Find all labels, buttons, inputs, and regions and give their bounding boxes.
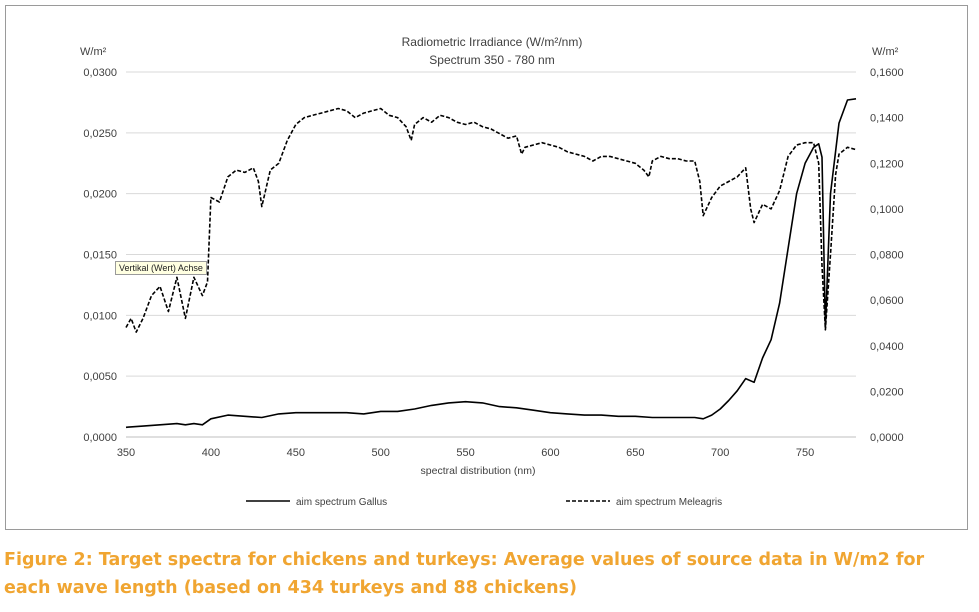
legend-label-meleagris: aim spectrum Meleagris [616, 497, 722, 508]
legend: aim spectrum Gallus aim spectrum Meleagr… [246, 497, 722, 508]
x-tick-label: 550 [456, 447, 474, 459]
x-tick-label: 750 [796, 447, 814, 459]
left-tick-label: 0,0050 [83, 371, 117, 383]
left-tick-label: 0,0100 [83, 310, 117, 322]
right-tick-label: 0,1600 [870, 67, 904, 79]
figure-caption: Figure 2: Target spectra for chickens an… [4, 550, 925, 598]
right-tick-label: 0,1000 [870, 204, 904, 216]
axis-tooltip: Vertikal (Wert) Achse [115, 261, 207, 275]
right-tick-label: 0,0000 [870, 432, 904, 444]
x-axis-label: spectral distribution (nm) [421, 465, 536, 477]
x-tick-label: 500 [371, 447, 389, 459]
chart: Radiometric Irradiance (W/m²/nm) Spectru… [80, 35, 904, 508]
left-axis-unit: W/m² [80, 46, 107, 58]
x-tick-label: 650 [626, 447, 644, 459]
right-tick-labels: 0,0000 0,0200 0,0400 0,0600 0,0800 0,1000 0,12… [870, 67, 904, 444]
right-tick-label: 0,0400 [870, 341, 904, 353]
left-tick-label: 0,0200 [83, 189, 117, 201]
left-tick-label: 0,0000 [83, 432, 117, 444]
left-tick-label: 0,0250 [83, 128, 117, 140]
x-tick-label: 400 [202, 447, 220, 459]
right-tick-label: 0,1400 [870, 113, 904, 125]
left-tick-labels: 0,0000 0,0050 0,0100 0,0150 0,0200 0,0250 0,03… [83, 67, 117, 444]
series-line-meleagris [125, 107, 857, 333]
series-lines [125, 98, 857, 429]
series-line-gallus [125, 98, 857, 429]
x-tick-labels: 350 400 450 500 550 600 650 700 750 [117, 447, 814, 459]
right-axis-unit: W/m² [872, 46, 899, 58]
right-tick-label: 0,0200 [870, 386, 904, 398]
chart-title: Radiometric Irradiance (W/m²/nm) [402, 35, 583, 49]
legend-label-gallus: aim spectrum Gallus [296, 497, 387, 508]
x-tick-label: 350 [117, 447, 135, 459]
left-tick-label: 0,0150 [83, 250, 117, 262]
right-tick-label: 0,1200 [870, 158, 904, 170]
x-tick-label: 450 [287, 447, 305, 459]
right-tick-label: 0,0800 [870, 250, 904, 262]
right-tick-label: 0,0600 [870, 295, 904, 307]
left-tick-label: 0,0300 [83, 67, 117, 79]
chart-subtitle: Spectrum 350 - 780 nm [429, 53, 554, 67]
gridlines [126, 71, 856, 438]
x-tick-label: 700 [711, 447, 729, 459]
x-tick-label: 600 [541, 447, 559, 459]
